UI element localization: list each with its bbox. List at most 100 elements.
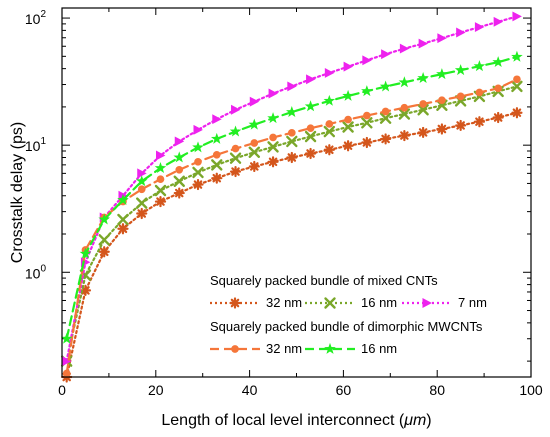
- asterisk-marker: [286, 151, 298, 164]
- star-marker: [454, 64, 467, 76]
- asterisk-marker: [136, 207, 148, 220]
- star-marker: [417, 72, 429, 84]
- x-stroke: [304, 130, 317, 143]
- star-marker: [192, 141, 204, 153]
- asterisk-marker: [436, 123, 448, 135]
- asterisk-marker: [323, 144, 335, 156]
- asterisk-marker: [455, 119, 467, 132]
- circle-marker: [194, 157, 202, 166]
- asterisk-marker: [417, 126, 429, 139]
- star-marker: [286, 106, 298, 118]
- x-tick-label: 20: [148, 382, 164, 398]
- asterisk-stroke: [437, 124, 447, 134]
- triangle-marker: [268, 88, 278, 99]
- x-stroke: [379, 112, 392, 124]
- circle-marker: [137, 185, 146, 194]
- circle-marker: [456, 92, 465, 101]
- asterisk-marker: [380, 133, 392, 145]
- asterisk-stroke: [343, 141, 353, 151]
- legend-item: 7 nm: [402, 295, 487, 310]
- y-tick-label: 101: [25, 136, 47, 154]
- circle-marker: [212, 150, 221, 159]
- star-marker: [324, 342, 336, 354]
- circle-marker: [475, 88, 484, 97]
- asterisk-marker: [173, 187, 185, 199]
- x-marker: [98, 234, 110, 246]
- asterisk-stroke: [156, 197, 165, 206]
- asterisk-stroke: [268, 157, 278, 167]
- legend-item: 16 nm: [305, 295, 397, 310]
- star-marker: [361, 85, 373, 97]
- series-2: [62, 11, 522, 367]
- star-marker: [473, 60, 486, 72]
- circle-marker: [231, 144, 240, 153]
- x-stroke: [229, 152, 242, 164]
- star-marker: [248, 118, 261, 130]
- star-marker: [60, 332, 73, 344]
- asterisk-stroke: [81, 286, 90, 295]
- x-stroke: [324, 297, 336, 309]
- star-marker: [511, 50, 523, 62]
- x-stroke: [136, 197, 148, 209]
- x-tick-label: 100: [519, 382, 543, 398]
- asterisk-stroke: [118, 224, 128, 234]
- asterisk-stroke: [231, 167, 240, 176]
- circle-marker: [175, 165, 184, 174]
- triangle-marker: [324, 67, 335, 78]
- x-marker: [229, 152, 242, 164]
- star-marker: [79, 247, 92, 259]
- x-tick-label: 0: [58, 382, 66, 398]
- asterisk-marker: [192, 178, 204, 191]
- triangle-marker: [193, 124, 203, 135]
- x-stroke: [511, 80, 523, 93]
- circle-marker: [513, 75, 521, 84]
- asterisk-stroke: [212, 173, 222, 183]
- x-marker: [398, 108, 411, 120]
- asterisk-marker: [492, 111, 504, 124]
- circle-marker: [494, 84, 502, 93]
- circle-marker: [156, 175, 165, 184]
- x-stroke: [211, 159, 223, 171]
- x-marker: [304, 130, 317, 143]
- triangle-marker: [437, 33, 447, 44]
- legend-label: 16 nm: [361, 295, 397, 310]
- triangle-marker: [418, 38, 429, 49]
- star-marker: [173, 151, 186, 163]
- x-marker: [417, 104, 429, 116]
- x-marker: [267, 141, 279, 153]
- y-tick-label: 100: [25, 263, 47, 281]
- star-marker: [492, 56, 504, 68]
- star-marker: [342, 89, 354, 101]
- asterisk-marker: [398, 129, 410, 142]
- circle-marker: [62, 369, 71, 378]
- legend-item: 32 nm: [210, 341, 302, 356]
- asterisk-stroke: [475, 117, 484, 126]
- x-tick-label: 40: [242, 382, 258, 398]
- triangle-marker: [493, 16, 504, 27]
- asterisk-stroke: [418, 128, 428, 137]
- circle-marker: [400, 103, 409, 112]
- triangle-marker: [249, 96, 260, 107]
- x-marker: [211, 159, 223, 171]
- x-axis-label: Length of local level interconnect (μm): [161, 412, 431, 429]
- series-layer: [60, 11, 523, 383]
- asterisk-stroke: [287, 153, 297, 162]
- circle-marker: [231, 345, 239, 353]
- star-marker: [379, 80, 392, 92]
- legend-label: 16 nm: [361, 341, 397, 356]
- triangle-marker: [512, 11, 522, 22]
- x-stroke: [417, 104, 429, 116]
- star-marker: [229, 125, 242, 137]
- y-axis-label: Crosstalk delay (ps): [9, 122, 26, 263]
- star-marker: [154, 162, 167, 174]
- asterisk-marker: [154, 195, 167, 208]
- triangle-marker: [399, 43, 410, 54]
- legend: Squarely packed bundle of mixed CNTs Squa…: [210, 273, 487, 356]
- plot-frame: [61, 7, 532, 378]
- asterisk-stroke: [362, 138, 372, 147]
- series-4: [60, 50, 523, 344]
- circle-marker: [363, 111, 371, 120]
- x-stroke: [154, 184, 167, 197]
- star-marker: [98, 213, 110, 225]
- circle-marker: [344, 115, 352, 124]
